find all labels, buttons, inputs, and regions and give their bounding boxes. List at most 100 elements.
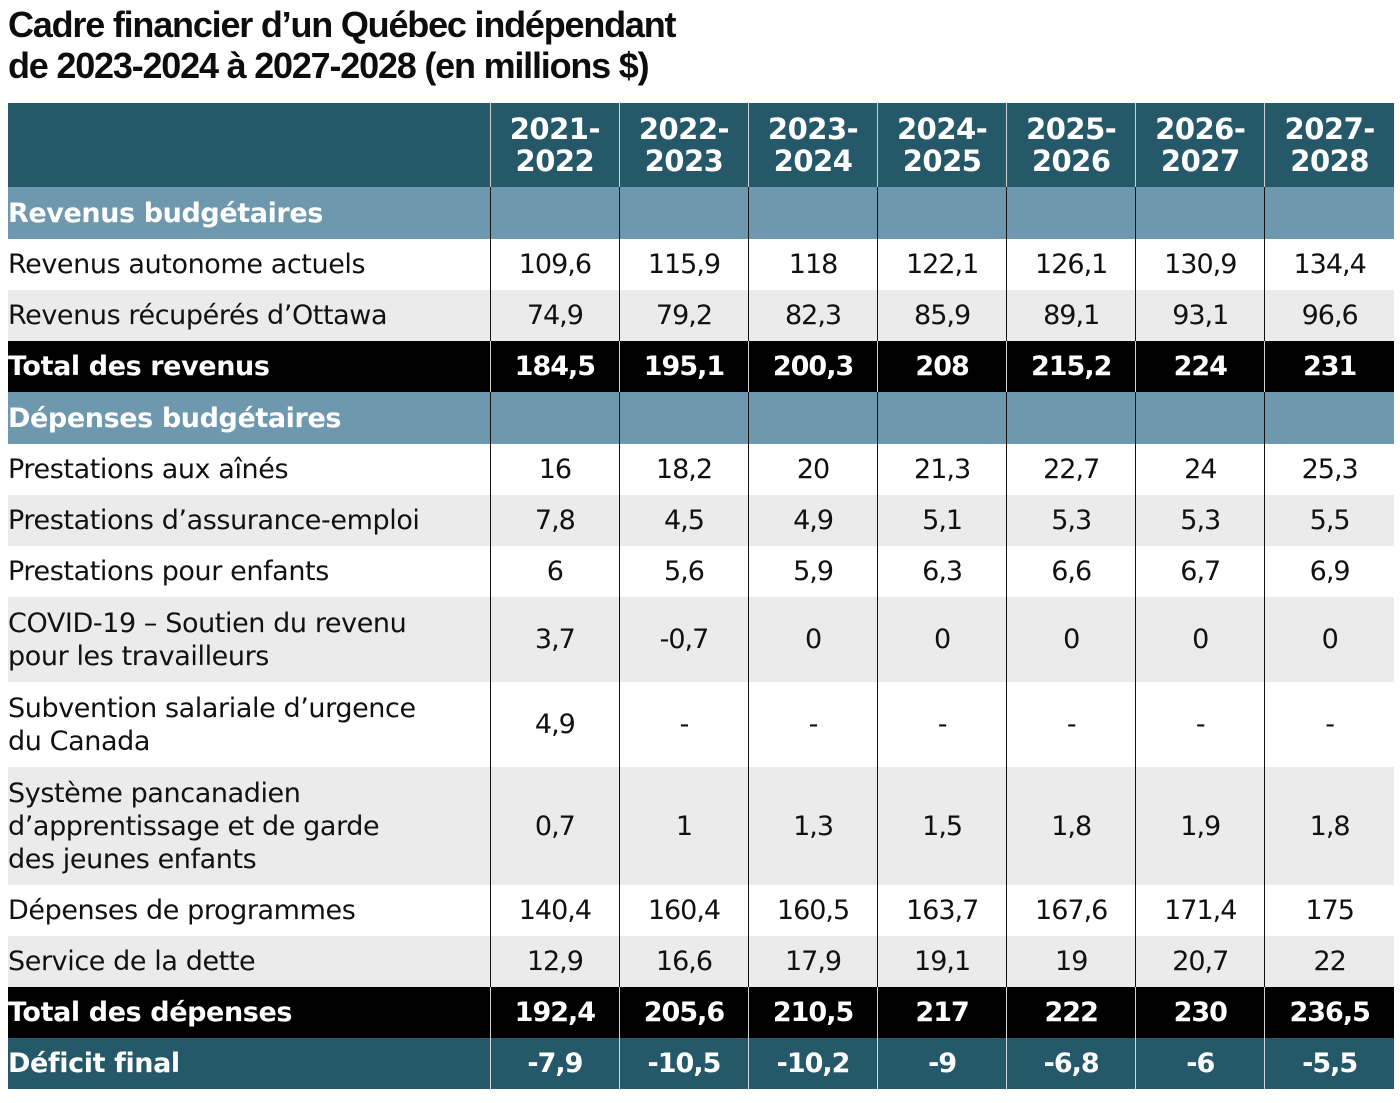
value-cell: 16 [489, 444, 620, 495]
column-header-line-1: 2026- [1155, 112, 1246, 146]
value-cell [618, 392, 749, 444]
column-header-line-1: 2022- [638, 112, 730, 146]
value-cell [1135, 187, 1265, 239]
value-cell: -10,2 [747, 1038, 878, 1089]
value-cell: 231 [1264, 341, 1394, 392]
section-row: Revenus budgétaires [8, 187, 1394, 239]
value-cell: 200,3 [747, 341, 878, 392]
value-cell: 230 [1135, 987, 1265, 1038]
row-label: Dépenses budgétaires [8, 392, 491, 444]
value-cell: 79,2 [618, 290, 749, 341]
value-cell [747, 392, 878, 444]
value-cell: -9 [877, 1038, 1007, 1089]
value-cell: 1,9 [1135, 767, 1265, 885]
value-cell: 5,3 [1006, 495, 1136, 546]
column-header: 2026- 2027 [1135, 103, 1265, 187]
value-cell: 1,8 [1006, 767, 1136, 885]
row-label-line: Système pancanadien [8, 777, 301, 809]
value-cell: 0 [1135, 597, 1265, 682]
value-cell: 192,4 [489, 987, 620, 1038]
value-cell [1006, 187, 1136, 239]
value-cell: 210,5 [747, 987, 878, 1038]
row-label: Subvention salariale d’urgence du Canada [8, 682, 491, 767]
total-row: Total des dépenses 192,4 205,6 210,5 217 222 2… [8, 987, 1394, 1038]
value-cell: - [1006, 682, 1136, 767]
value-cell: -0,7 [618, 597, 749, 682]
table-row: Prestations d’assurance-emploi 7,8 4,5 4,9 5… [8, 495, 1394, 546]
column-header-line-2: 2025 [902, 144, 982, 178]
value-cell: 6,7 [1135, 546, 1265, 597]
value-cell [489, 187, 620, 239]
column-header: 2022- 2023 [618, 103, 749, 187]
value-cell: - [747, 682, 878, 767]
value-cell: 160,5 [747, 885, 878, 936]
value-cell: 184,5 [489, 341, 620, 392]
value-cell: 7,8 [489, 495, 620, 546]
value-cell: 6,3 [877, 546, 1007, 597]
table-row: Prestations aux aînés 16 18,2 20 21,3 22,7 24 2… [8, 444, 1394, 495]
value-cell: 24 [1135, 444, 1265, 495]
column-header-line-1: 2025- [1026, 112, 1117, 146]
value-cell: 89,1 [1006, 290, 1136, 341]
value-cell: -5,5 [1264, 1038, 1394, 1089]
row-label: Revenus budgétaires [8, 187, 491, 239]
value-cell: 18,2 [618, 444, 749, 495]
value-cell [1135, 392, 1265, 444]
value-cell: 224 [1135, 341, 1265, 392]
table-row: Système pancanadien d’apprentissage et de… [8, 767, 1394, 885]
value-cell: - [1135, 682, 1265, 767]
table-row: Dépenses de programmes 140,4 160,4 160,5 163… [8, 885, 1394, 936]
header-label-cell [8, 103, 491, 187]
value-cell: 20 [747, 444, 878, 495]
value-cell: 222 [1006, 987, 1136, 1038]
value-cell: 19,1 [877, 936, 1007, 987]
value-cell: 20,7 [1135, 936, 1265, 987]
value-cell: 6,9 [1264, 546, 1394, 597]
title-line-2: de 2023-2024 à 2027-2028 (en millions $) [8, 45, 650, 86]
value-cell: 115,9 [618, 239, 749, 290]
table-row: Prestations pour enfants 6 5,6 5,9 6,3 6,6 6,7… [8, 546, 1394, 597]
value-cell: 167,6 [1006, 885, 1136, 936]
value-cell: 0 [877, 597, 1007, 682]
column-header: 2024- 2025 [877, 103, 1007, 187]
column-header: 2027- 2028 [1264, 103, 1394, 187]
value-cell [1006, 392, 1136, 444]
header-row: 2021- 2022 2022- 2023 2023- 2024 2024- 2025 2025… [8, 103, 1394, 187]
table-row: Revenus récupérés d’Ottawa 74,9 79,2 82,3 85… [8, 290, 1394, 341]
row-label-line: pour les travailleurs [8, 640, 269, 672]
row-label: Déficit final [8, 1038, 491, 1089]
value-cell: 25,3 [1264, 444, 1394, 495]
value-cell: -7,9 [489, 1038, 620, 1089]
column-header-line-1: 2027- [1284, 112, 1376, 146]
column-header-line-1: 2024- [896, 112, 988, 146]
value-cell: 118 [747, 239, 878, 290]
row-label: Revenus autonome actuels [8, 239, 491, 290]
row-label: Prestations pour enfants [8, 546, 491, 597]
column-header: 2023- 2024 [747, 103, 878, 187]
value-cell: 5,1 [877, 495, 1007, 546]
value-cell: - [1264, 682, 1394, 767]
value-cell: 4,5 [618, 495, 749, 546]
value-cell: 22,7 [1006, 444, 1136, 495]
value-cell: 16,6 [618, 936, 749, 987]
value-cell: 109,6 [489, 239, 620, 290]
table-row: Service de la dette 12,9 16,6 17,9 19,1 19 20,… [8, 936, 1394, 987]
value-cell: 19 [1006, 936, 1136, 987]
value-cell: 126,1 [1006, 239, 1136, 290]
section-row: Dépenses budgétaires [8, 392, 1394, 444]
value-cell: 6 [489, 546, 620, 597]
row-label: Total des revenus [8, 341, 491, 392]
column-header: 2025- 2026 [1006, 103, 1136, 187]
value-cell: 3,7 [489, 597, 620, 682]
value-cell: 17,9 [747, 936, 878, 987]
value-cell: 4,9 [747, 495, 878, 546]
deficit-row: Déficit final -7,9 -10,5 -10,2 -9 -6,8 -6 -5,5 [8, 1038, 1394, 1089]
value-cell: 1 [618, 767, 749, 885]
value-cell: 82,3 [747, 290, 878, 341]
value-cell: 205,6 [618, 987, 749, 1038]
row-label: Revenus récupérés d’Ottawa [8, 290, 491, 341]
value-cell: 0,7 [489, 767, 620, 885]
value-cell: 1,5 [877, 767, 1007, 885]
column-header-line-2: 2028 [1290, 144, 1370, 178]
value-cell: 0 [1264, 597, 1394, 682]
